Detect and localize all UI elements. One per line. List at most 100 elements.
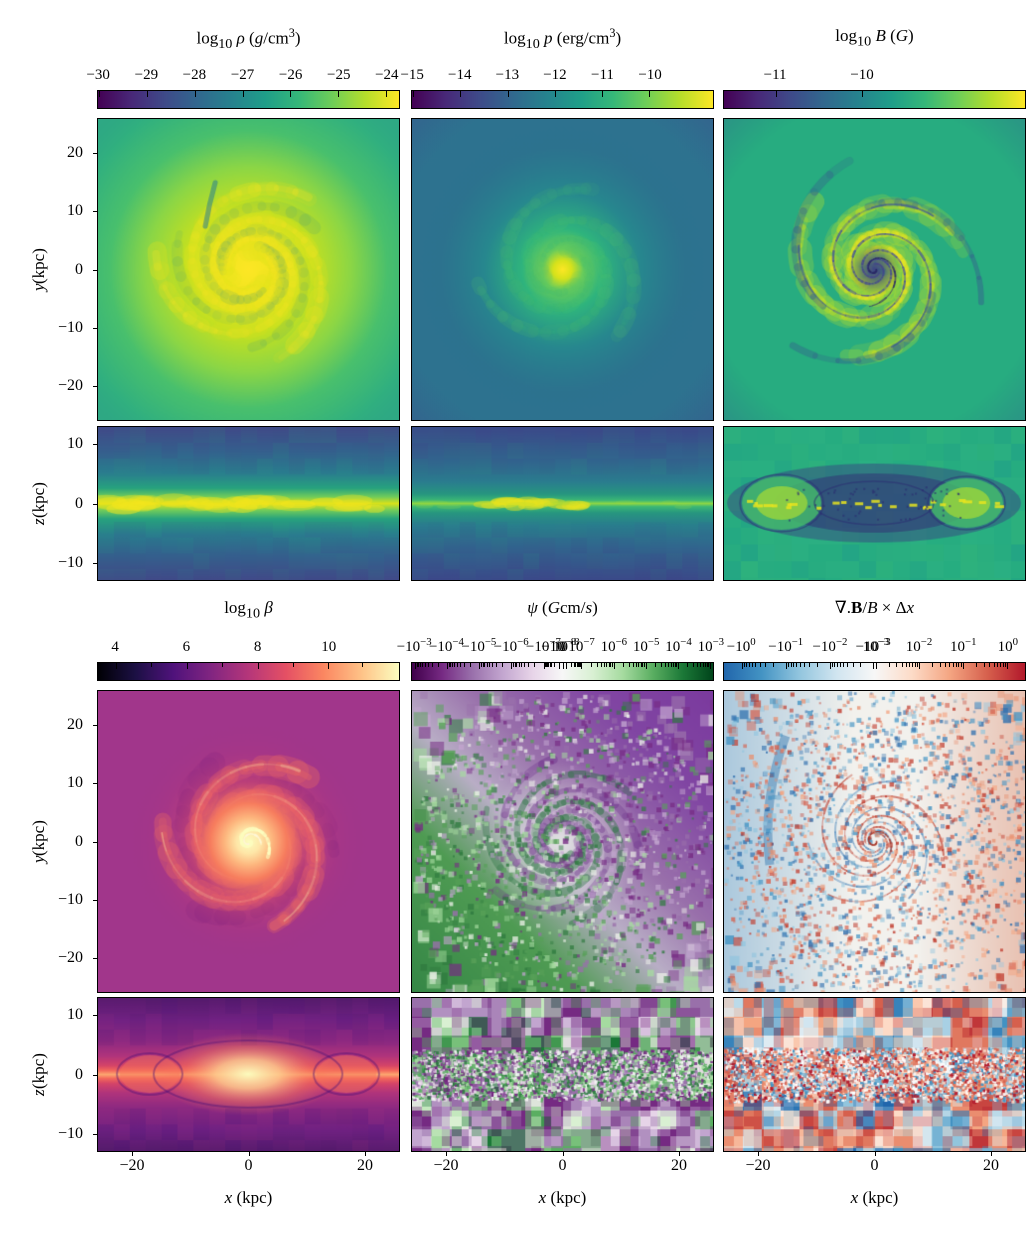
colorbar-minor-tickmark — [456, 663, 458, 667]
colorbar-tickmark — [290, 91, 292, 97]
panel-beta-edgeon — [97, 997, 400, 1152]
colorbar-ticklabel: 10−2 — [905, 636, 933, 655]
axis-ticklabel: 20 — [983, 1157, 1000, 1174]
colorbar-ticklabel: −15 — [400, 67, 424, 83]
axis-tickmark — [93, 269, 97, 271]
colorbar-tickmark — [566, 663, 568, 669]
colorbar-minor-tickmark — [579, 663, 581, 667]
colorbar-minor-tickmark — [480, 663, 482, 667]
B-edgeon-heatmap — [723, 426, 1026, 581]
colorbar-tickmark — [709, 663, 711, 669]
colorbar-psi — [411, 662, 714, 681]
colorbar-tickmark — [581, 663, 583, 669]
beta-faceon-heatmap — [97, 690, 400, 993]
colorbar-minor-tickmark — [697, 663, 699, 667]
colorbar-minor-tickmark — [687, 663, 689, 667]
colorbar-tickmark — [99, 91, 101, 97]
colorbar-minor-tickmark — [1000, 663, 1002, 667]
rho-faceon-heatmap — [97, 118, 400, 421]
axis-tickmark — [93, 152, 97, 154]
colorbar-tickmark — [602, 91, 604, 97]
colorbar-minor-tickmark — [916, 663, 918, 667]
colorbar-ticklabel: 10−3 — [697, 636, 725, 655]
colorbar-minor-tickmark — [512, 663, 514, 667]
colorbar-minor-tickmark — [610, 663, 612, 667]
axis-ticklabel: 20 — [671, 1157, 688, 1174]
p-faceon-heatmap — [411, 118, 714, 421]
colorbar-minor-tickmark — [482, 663, 484, 667]
axis-tickmark — [562, 1152, 564, 1156]
colorbar-tickmark — [543, 663, 545, 669]
colorbar-minor-tickmark — [514, 663, 516, 667]
p-edgeon-heatmap — [411, 426, 714, 581]
colorbar-minor-tickmark — [608, 663, 610, 667]
colorbar-minor-tickmark — [847, 663, 849, 667]
colorbar-ticklabel: −10−5 — [461, 636, 497, 655]
colorbar-minor-tickmark — [575, 663, 577, 667]
colorbar-minor-tickmark — [1002, 663, 1004, 667]
colorbar-minor-tickmark — [469, 663, 471, 667]
colorbar-minor-tickmark — [546, 663, 548, 667]
colorbar-ticklabels-psi: −10−3 −10−4 −10−5 −10−6 −10−7 −10−8 0 10−8 10−7 1… — [397, 630, 724, 656]
colorbar-minor-tickmark — [635, 663, 637, 667]
colorbar-minor-tickmark — [751, 663, 753, 667]
colorbar-tickmark — [328, 663, 330, 669]
colorbar-minor-tickmark — [997, 663, 999, 667]
axis-ticklabel: 10 — [67, 774, 83, 792]
axis-tickmark — [679, 1152, 681, 1156]
panel-p-edgeon — [411, 426, 714, 581]
colorbar-minor-tickmark — [960, 663, 962, 667]
colorbar-minor-tickmark — [579, 663, 581, 667]
colorbar-minor-tickmark — [843, 663, 845, 667]
colorbar-minor-tickmark — [603, 663, 605, 667]
colorbar-tickmark — [242, 91, 244, 97]
colorbar-minor-tickmark — [362, 663, 364, 667]
colorbar-minor-tickmark — [628, 663, 630, 667]
axis-ticklabel: −20 — [433, 1157, 459, 1174]
colorbar-ticklabel: −30 — [86, 67, 110, 83]
colorbar-ticklabel: −10−7 — [525, 636, 561, 655]
colorbar-minor-tickmark — [759, 663, 761, 667]
colorbar-ticklabel: 10−4 — [665, 636, 692, 655]
colorbar-minor-tickmark — [955, 663, 957, 667]
colorbar-minor-tickmark — [492, 663, 494, 667]
axis-ticklabel: 0 — [75, 494, 83, 512]
colorbar-minor-tickmark — [914, 663, 916, 667]
colorbar-tickmark — [645, 663, 647, 669]
colorbar-minor-tickmark — [945, 663, 947, 667]
colorbar-tickmark — [677, 663, 679, 669]
axis-tickmark — [93, 443, 97, 445]
colorbar-minor-tickmark — [638, 663, 640, 667]
colorbar-title-rho: log10 ρ (g/cm3) — [196, 26, 301, 53]
colorbar-minor-tickmark — [952, 663, 954, 667]
colorbar-minor-tickmark — [545, 663, 546, 667]
colorbar-minor-tickmark — [888, 663, 890, 667]
axis-ticklabel: 0 — [75, 832, 83, 850]
colorbar-ticklabel: −28 — [182, 67, 207, 83]
colorbar-ticklabel: 10−8 — [553, 636, 580, 655]
colorbar-minor-tickmark — [700, 663, 702, 667]
colorbar-minor-tickmark — [431, 663, 433, 667]
colorbar-minor-tickmark — [983, 663, 985, 667]
x-ticklabels-col1: −20 0 20 — [97, 1158, 400, 1178]
axis-ticklabel: 20 — [357, 1157, 374, 1174]
colorbar-minor-tickmark — [693, 663, 695, 667]
colorbar-ticklabels-divB: −100 −10−1 −10−2 −10−3 10−3 10−2 10−1 100 — [723, 630, 1026, 656]
colorbar-minor-tickmark — [644, 663, 646, 667]
colorbar-ticklabel: −10−8 — [541, 636, 577, 655]
axis-ticklabel: −10 — [57, 890, 83, 908]
y-ticklabels-group2: 20 10 0 −10 −20 — [0, 690, 90, 993]
colorbar-minor-tickmark — [544, 663, 546, 667]
colorbar-tickmark — [862, 91, 864, 97]
axis-tickmark — [93, 899, 97, 901]
colorbar-minor-tickmark — [420, 663, 422, 667]
colorbar-tickmark — [147, 91, 149, 97]
axis-tickmark — [445, 1152, 447, 1156]
axis-ticklabel: −20 — [57, 949, 83, 967]
colorbar-minor-tickmark — [836, 663, 838, 667]
colorbar-minor-tickmark — [788, 663, 790, 667]
axis-tickmark — [874, 1152, 876, 1156]
colorbar-tickmark — [775, 91, 777, 97]
colorbar-minor-tickmark — [596, 663, 598, 667]
colorbar-minor-tickmark — [448, 663, 450, 667]
